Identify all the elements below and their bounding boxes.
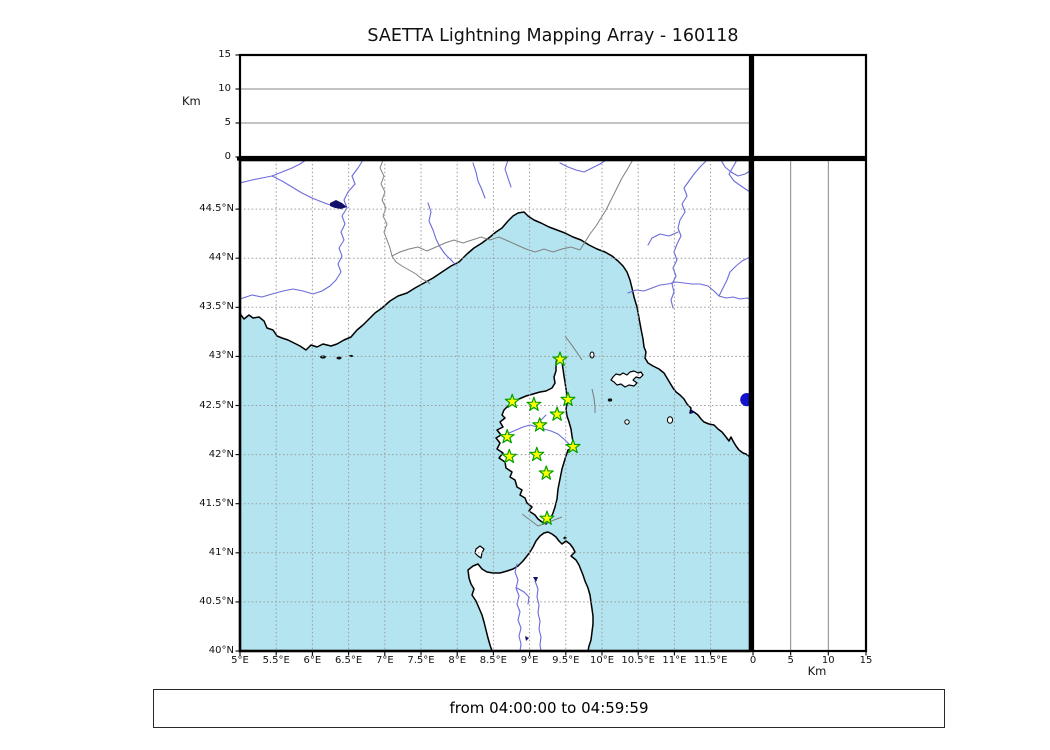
station-star (501, 448, 517, 464)
coast-mainland (240, 160, 750, 458)
station-star (549, 406, 565, 421)
station-star (504, 393, 520, 409)
station-star (529, 446, 545, 462)
station-star (560, 391, 576, 407)
station-star (532, 417, 548, 432)
station-star (499, 429, 515, 444)
alt-lat-panel (753, 160, 866, 651)
corner-panel (753, 55, 866, 157)
time-window-text: from 04:00:00 to 04:59:59 (449, 699, 649, 717)
graticule (240, 160, 750, 651)
source-markers (740, 393, 750, 407)
boundaries (379, 160, 634, 527)
station-star (526, 396, 542, 411)
panel-frames (235, 53, 868, 656)
source-dot (740, 393, 750, 407)
islets (320, 351, 695, 540)
lakes (330, 200, 538, 641)
time-window-box: from 04:00:00 to 04:59:59 (153, 689, 945, 728)
alt-lon-panel (240, 55, 750, 157)
station-star (552, 351, 568, 366)
station-star (538, 465, 554, 480)
station-star (539, 510, 555, 525)
station-markers (499, 351, 581, 525)
map-panel (240, 160, 750, 651)
coast-elba (610, 370, 644, 388)
coast-asinara (474, 545, 485, 559)
station-star (565, 438, 581, 454)
coast-sardinia (467, 531, 594, 651)
